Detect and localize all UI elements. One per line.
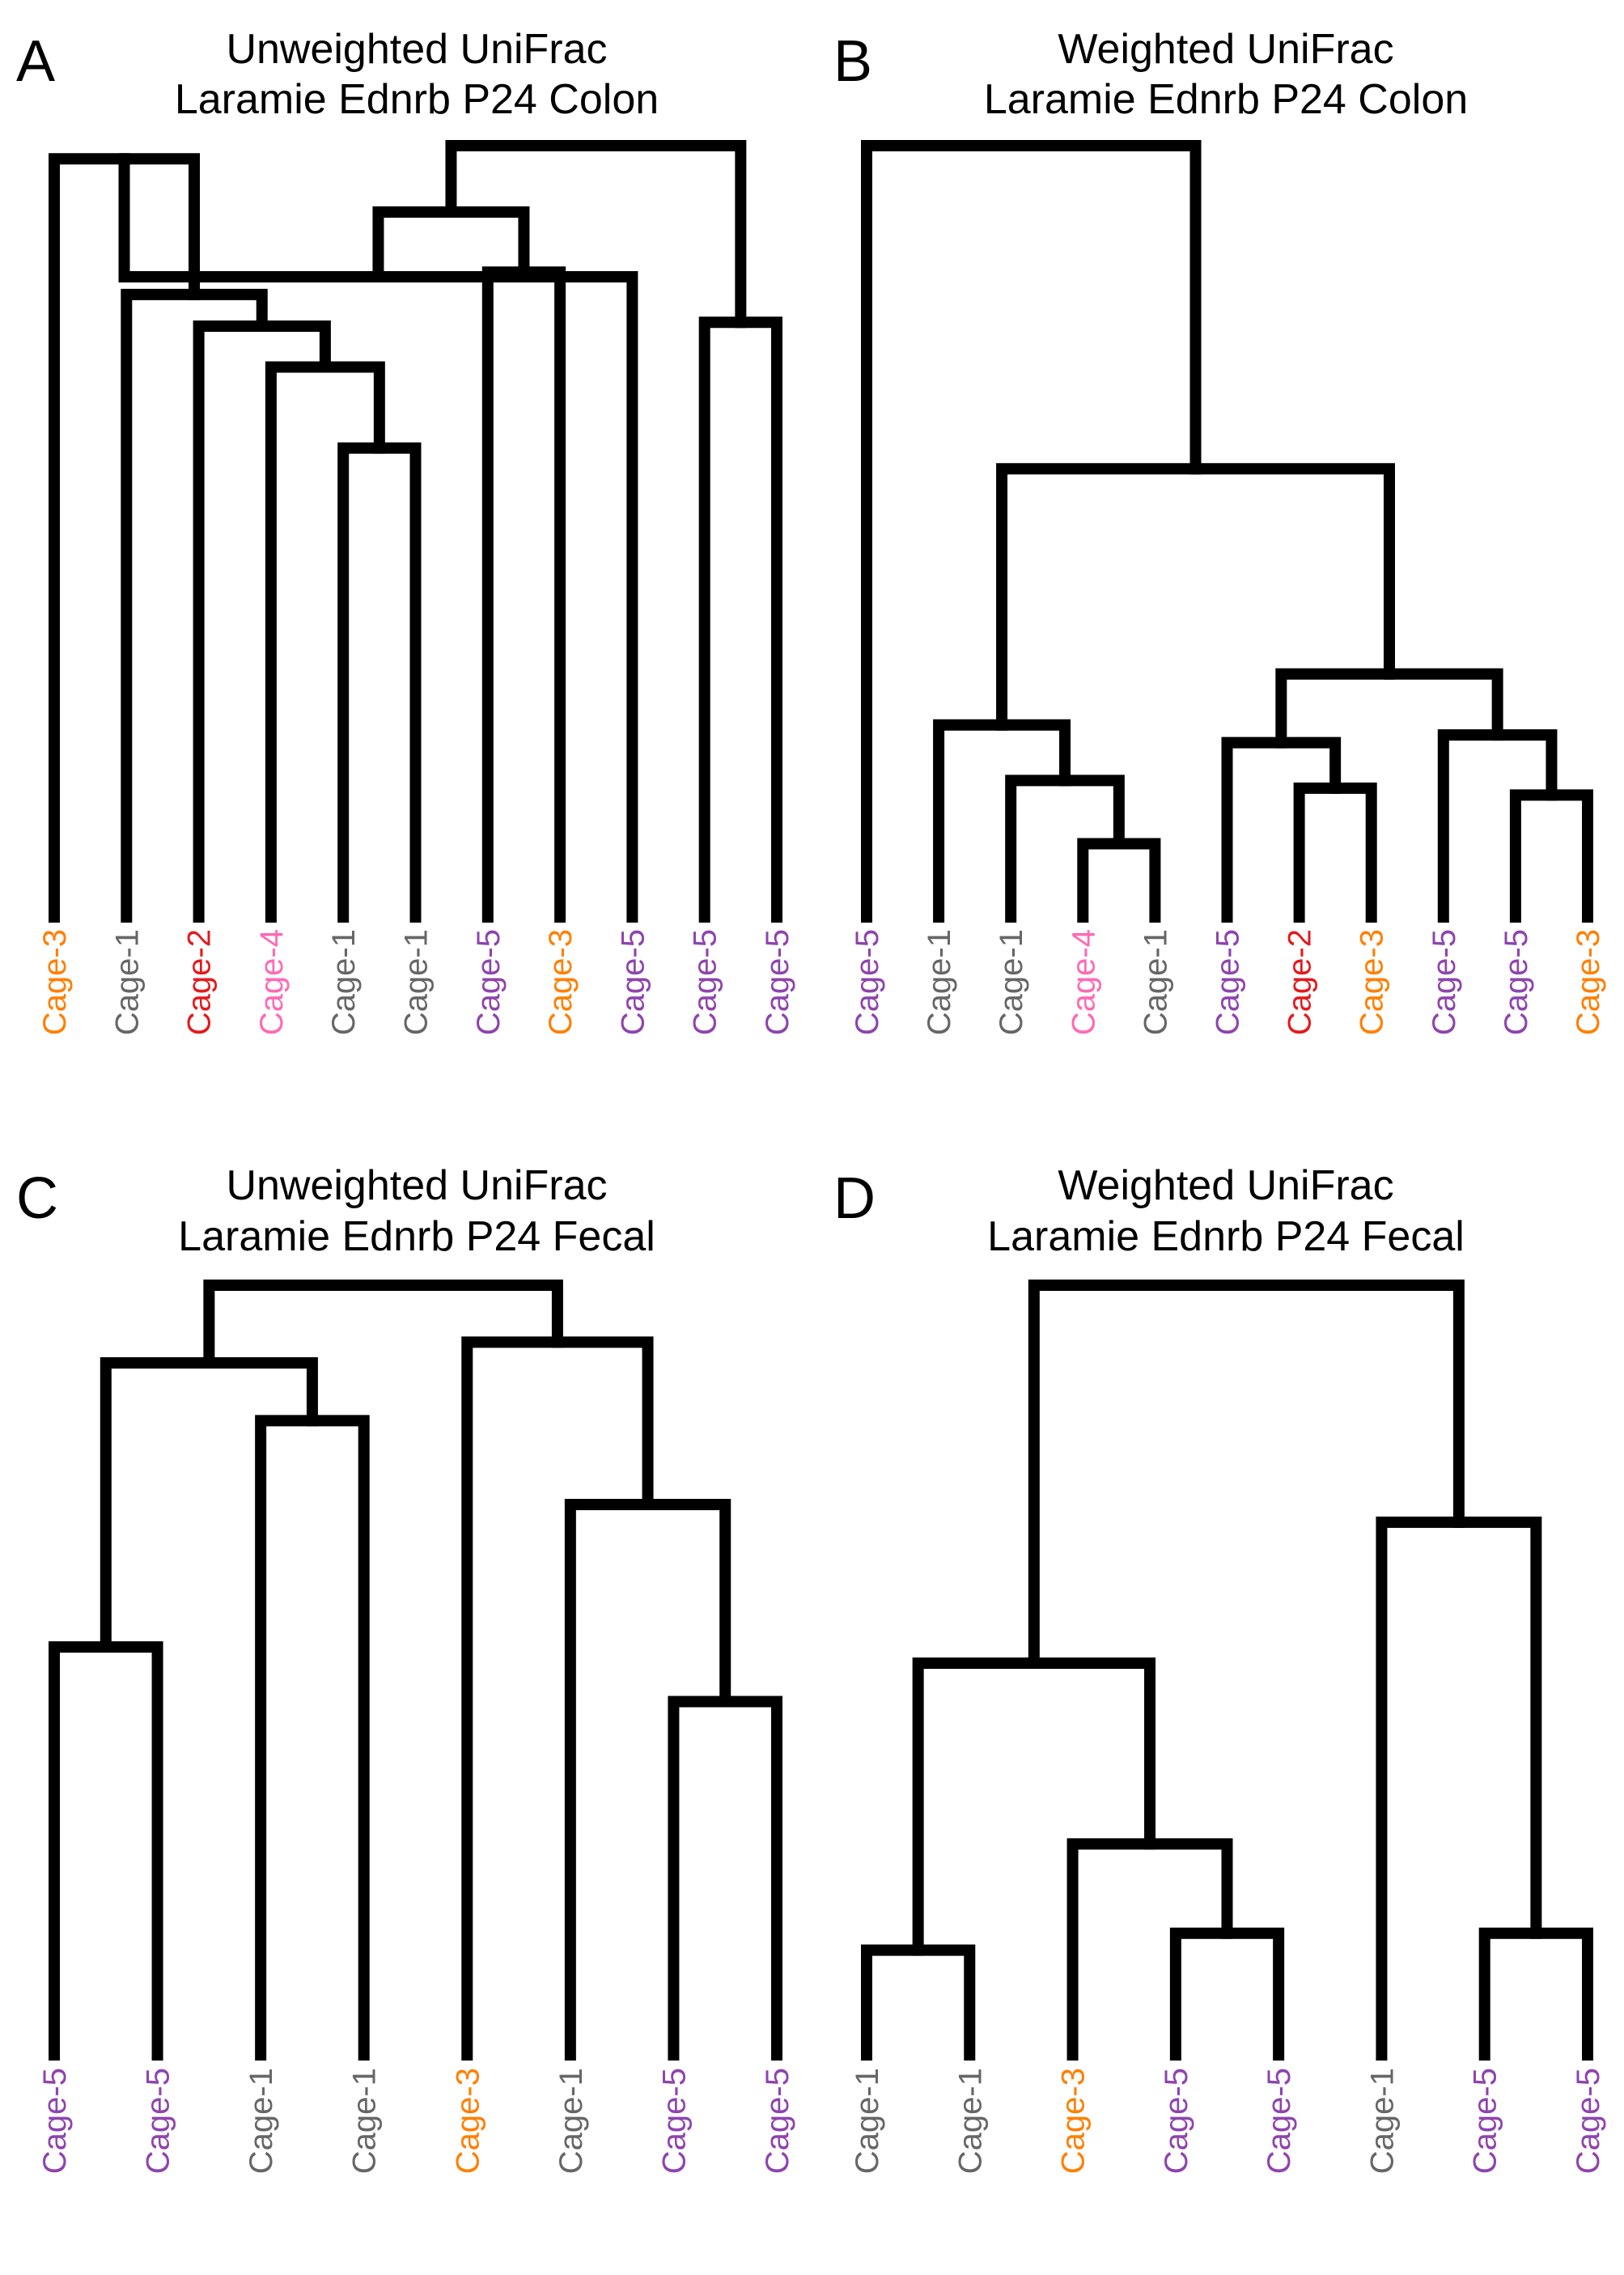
leaf-label: Cage-5	[1261, 2068, 1297, 2174]
panel-a-title-line2: Laramie Ednrb P24 Colon	[175, 76, 659, 123]
panel-c-title-line2: Laramie Ednrb P24 Fecal	[178, 1213, 655, 1260]
leaf-label: Cage-5	[850, 929, 885, 1035]
panel-d-leaf-labels: Cage-1 Cage-1 Cage-3 Cage-5 Cage-5 Cage-1 Cage…	[850, 2068, 1606, 2174]
leaf-label: Cage-5	[1499, 929, 1534, 1035]
leaf-label: Cage-5	[1427, 929, 1462, 1035]
dendrogram-branch	[1293, 782, 1377, 923]
dendrogram-branch	[337, 442, 422, 923]
leaf-label: Cage-1	[244, 2068, 279, 2174]
panel-a-title-line1: Unweighted UniFrac	[226, 26, 607, 73]
panel-d-letter: D	[833, 1166, 876, 1231]
dendrogram-branch	[193, 320, 331, 923]
panel-d-title-line1: Weighted UniFrac	[1058, 1162, 1393, 1209]
leaf-label: Cage-1	[952, 2068, 988, 2174]
leaf-label: Cage-2	[1283, 929, 1318, 1035]
leaf-label: Cage-5	[37, 2068, 73, 2174]
panel-c-leaf-labels: Cage-5 Cage-5 Cage-1 Cage-1 Cage-3 Cage-1 Cage…	[37, 2068, 795, 2174]
dendrogram-branch	[861, 140, 1202, 923]
leaf-label: Cage-5	[141, 2068, 176, 2174]
leaf-label: Cage-1	[109, 929, 145, 1035]
panel-a-leaf-labels: Cage-3 Cage-1 Cage-2 Cage-4 Cage-1 Cage-1 Cage…	[37, 929, 795, 1035]
dendrogram-branch	[564, 1499, 731, 2061]
panel-d: D Weighted UniFrac Laramie Ednrb P24 Fec…	[833, 1162, 1606, 2174]
leaf-label: Cage-3	[450, 2068, 486, 2174]
leaf-label: Cage-5	[656, 2068, 692, 2174]
dendrogram-branch	[933, 719, 1071, 923]
dendrogram-branch	[445, 140, 747, 329]
dendrogram-branch	[1066, 1838, 1233, 2061]
dendrogram-branch	[1028, 1280, 1465, 1669]
leaf-label: Cage-3	[1056, 2068, 1092, 2174]
panel-b-leaf-labels: Cage-5 Cage-1 Cage-1 Cage-4 Cage-1 Cage-5 Cage…	[850, 929, 1606, 1035]
leaf-label: Cage-5	[688, 929, 723, 1035]
dendrogram-branch	[1221, 736, 1342, 923]
leaf-label: Cage-1	[326, 929, 362, 1035]
leaf-label: Cage-4	[1066, 929, 1101, 1035]
panel-b-title-line2: Laramie Ednrb P24 Colon	[984, 76, 1468, 123]
leaf-label: Cage-3	[1571, 929, 1606, 1035]
dendrogram-branch	[1376, 1516, 1542, 2061]
panel-a-letter: A	[16, 29, 55, 94]
dendrogram-branch	[1169, 1927, 1285, 2061]
panel-b: B Weighted UniFrac Laramie Ednrb P24 Col…	[833, 26, 1606, 1035]
dendrogram-branch	[1077, 838, 1161, 923]
dendrogram-branch	[1509, 789, 1593, 923]
panel-d-tree	[861, 1280, 1593, 2061]
leaf-label: Cage-1	[347, 2068, 383, 2174]
leaf-label: Cage-5	[1571, 2068, 1606, 2174]
dendrogram-branch	[1478, 1927, 1593, 2061]
dendrogram-branch	[49, 1640, 163, 2061]
dendrogram-branch	[861, 1944, 976, 2061]
leaf-label: Cage-1	[922, 929, 957, 1035]
panel-c-letter: C	[16, 1166, 58, 1231]
panel-c-title-line1: Unweighted UniFrac	[226, 1162, 607, 1209]
leaf-label: Cage-3	[543, 929, 579, 1035]
dendrogram-branch	[996, 463, 1395, 731]
panel-a: A Unweighted UniFrac Laramie Ednrb P24 C…	[16, 26, 795, 1035]
panel-b-title-line1: Weighted UniFrac	[1058, 26, 1393, 73]
dendrogram-branch	[698, 316, 782, 923]
dendrogram-branch	[1437, 729, 1558, 923]
dendrogram-branch	[912, 1657, 1156, 1956]
leaf-label: Cage-5	[760, 929, 795, 1035]
panel-b-letter: B	[833, 29, 872, 94]
panel-d-title-line2: Laramie Ednrb P24 Fecal	[987, 1213, 1465, 1260]
panel-b-tree	[861, 140, 1593, 923]
panel-a-tree	[49, 140, 782, 923]
leaf-label: Cage-5	[615, 929, 651, 1035]
leaf-label: Cage-1	[1138, 929, 1173, 1035]
leaf-label: Cage-1	[553, 2068, 589, 2174]
leaf-label: Cage-5	[471, 929, 507, 1035]
leaf-label: Cage-1	[850, 2068, 885, 2174]
dendrogram-branch	[461, 1336, 654, 2061]
leaf-label: Cage-1	[994, 929, 1029, 1035]
dendrogram-branch	[668, 1696, 782, 2061]
panel-c-tree	[49, 1280, 782, 2061]
leaf-label: Cage-3	[1355, 929, 1390, 1035]
leaf-label: Cage-2	[182, 929, 218, 1035]
leaf-label: Cage-3	[37, 929, 73, 1035]
leaf-label: Cage-1	[399, 929, 435, 1035]
dendrogram-branch	[203, 1280, 563, 1369]
leaf-label: Cage-4	[254, 929, 290, 1035]
leaf-label: Cage-5	[1468, 2068, 1503, 2174]
leaf-label: Cage-5	[1211, 929, 1246, 1035]
leaf-label: Cage-5	[1159, 2068, 1194, 2174]
panel-c: C Unweighted UniFrac Laramie Ednrb P24 F…	[16, 1162, 795, 2174]
dendrogram-branch	[481, 266, 566, 923]
dendrogram-branch	[255, 1415, 370, 2061]
leaf-label: Cage-1	[1364, 2068, 1400, 2174]
dendrogram-branch	[100, 1357, 318, 1653]
leaf-label: Cage-5	[760, 2068, 795, 2174]
